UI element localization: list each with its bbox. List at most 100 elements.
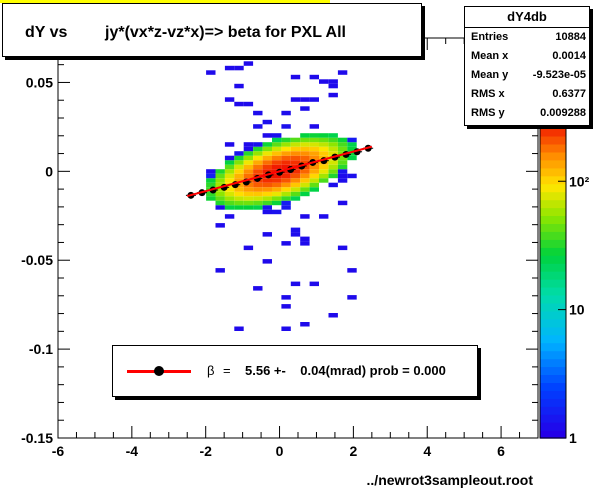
palette-swatch xyxy=(540,334,566,344)
heatmap-cell xyxy=(347,146,357,152)
heatmap-cell xyxy=(300,236,310,242)
heatmap-cell xyxy=(347,142,357,147)
heatmap-cell xyxy=(215,205,225,210)
heatmap-cell xyxy=(272,155,282,161)
heatmap-cell xyxy=(319,133,329,138)
heatmap-cell xyxy=(281,178,291,183)
stats-box: dY4db Entries 10884 Mean x 0.0014 Mean y… xyxy=(464,6,590,126)
heatmap-cell xyxy=(309,133,319,138)
heatmap-cell xyxy=(281,142,291,147)
heatmap-cell xyxy=(272,182,282,188)
heatmap-cell xyxy=(224,191,235,197)
heatmap-cell xyxy=(300,142,310,147)
color-palette xyxy=(539,119,567,439)
heatmap-cell xyxy=(300,151,310,156)
legend-marker-swatch xyxy=(154,366,164,376)
y-tick-label: -0.15 xyxy=(21,430,53,446)
heatmap-cell xyxy=(309,151,319,156)
heatmap-cell xyxy=(281,304,291,309)
heatmap-cell xyxy=(337,200,348,206)
heatmap-cell xyxy=(206,182,216,188)
heatmap-cell xyxy=(224,214,235,219)
heatmap-cell xyxy=(234,326,244,331)
palette-swatch xyxy=(540,183,566,193)
palette-swatch xyxy=(540,398,566,407)
heatmap-cell xyxy=(309,281,319,287)
heatmap-cell xyxy=(309,178,319,183)
heatmap-cell xyxy=(253,155,263,161)
heatmap-cell xyxy=(262,196,272,201)
palette-swatch xyxy=(540,135,566,145)
heatmap-cell xyxy=(206,70,216,75)
palette-swatch xyxy=(540,286,566,296)
palette-swatch xyxy=(540,294,566,304)
heatmap-cell xyxy=(337,178,348,183)
stats-value: -9.523e-05 xyxy=(532,69,586,81)
heatmap-cell xyxy=(290,160,301,165)
heatmap-cell xyxy=(272,178,282,183)
palette-swatch xyxy=(540,255,566,264)
heatmap-cell xyxy=(281,160,291,165)
heatmap-cell xyxy=(253,146,263,152)
heatmap-cell xyxy=(281,110,291,116)
legend-beta-symbol: β xyxy=(207,363,215,378)
title-part-1: dY vs xyxy=(25,24,68,41)
z-tick-labels: 1 10 10² xyxy=(558,173,590,446)
heatmap-cell xyxy=(224,187,235,192)
palette-swatch xyxy=(540,366,566,375)
heatmap-cell xyxy=(300,169,310,174)
heatmap-cell xyxy=(206,173,216,179)
heatmap-cell xyxy=(206,191,216,197)
heatmap-cell xyxy=(243,182,254,188)
heatmap-cell xyxy=(234,191,244,197)
heatmap-cell xyxy=(337,137,348,143)
heatmap-cell xyxy=(272,196,282,201)
heatmap-cell xyxy=(319,169,329,174)
heatmap-cell xyxy=(224,142,235,147)
heatmap-cell xyxy=(319,214,329,219)
heatmap-cell xyxy=(300,160,310,165)
heatmap-cell xyxy=(243,146,254,152)
heatmap-cell xyxy=(347,151,357,156)
heatmap-cell xyxy=(281,155,291,161)
heatmap-cell xyxy=(347,295,357,300)
heatmap-cell xyxy=(290,187,301,192)
heatmap-cell xyxy=(347,268,357,273)
heatmap-cell xyxy=(215,187,225,192)
stats-key: Mean y xyxy=(471,69,509,81)
heatmap-cell xyxy=(215,182,225,188)
heatmap-cell xyxy=(328,169,338,174)
heatmap-cell xyxy=(262,200,272,206)
heatmap-cell xyxy=(215,169,225,174)
heatmap-cell xyxy=(243,101,254,107)
heatmap-cell xyxy=(206,196,216,201)
heatmap-cell xyxy=(234,169,244,174)
heatmap-cell xyxy=(234,160,244,165)
legend-box: β = 5.56 +- 0.04(mrad) prob = 0.000 xyxy=(112,345,478,397)
heatmap-cell xyxy=(253,196,263,201)
heatmap-cell xyxy=(300,173,310,179)
heatmap-cell xyxy=(337,142,348,147)
stats-key: Mean x xyxy=(471,50,509,62)
heatmap-cell xyxy=(224,97,235,102)
heatmap-cell xyxy=(243,151,254,156)
palette-swatch xyxy=(540,326,566,336)
heatmap-cell xyxy=(206,178,216,183)
heatmap-cell xyxy=(290,142,301,147)
heatmap-cell xyxy=(224,169,235,174)
stats-value: 0.0014 xyxy=(552,50,586,62)
y-tick-labels: -0.15 -0.1 -0.05 0 0.05 xyxy=(21,74,53,446)
heatmap-cell xyxy=(243,200,254,206)
heatmap-cell xyxy=(290,178,301,183)
heatmap-cell xyxy=(281,326,291,331)
heatmap-cell xyxy=(243,245,254,251)
heatmap-cell xyxy=(300,187,310,192)
heatmap-cell xyxy=(262,133,272,138)
stats-value: 10884 xyxy=(555,31,586,43)
heatmap-cell xyxy=(215,173,225,179)
heatmap-cell xyxy=(253,169,263,174)
heatmap-cell xyxy=(262,142,272,147)
stats-row-rms-x: RMS x 0.6377 xyxy=(465,85,589,104)
heatmap-cell xyxy=(281,151,291,156)
palette-swatch xyxy=(540,382,566,391)
